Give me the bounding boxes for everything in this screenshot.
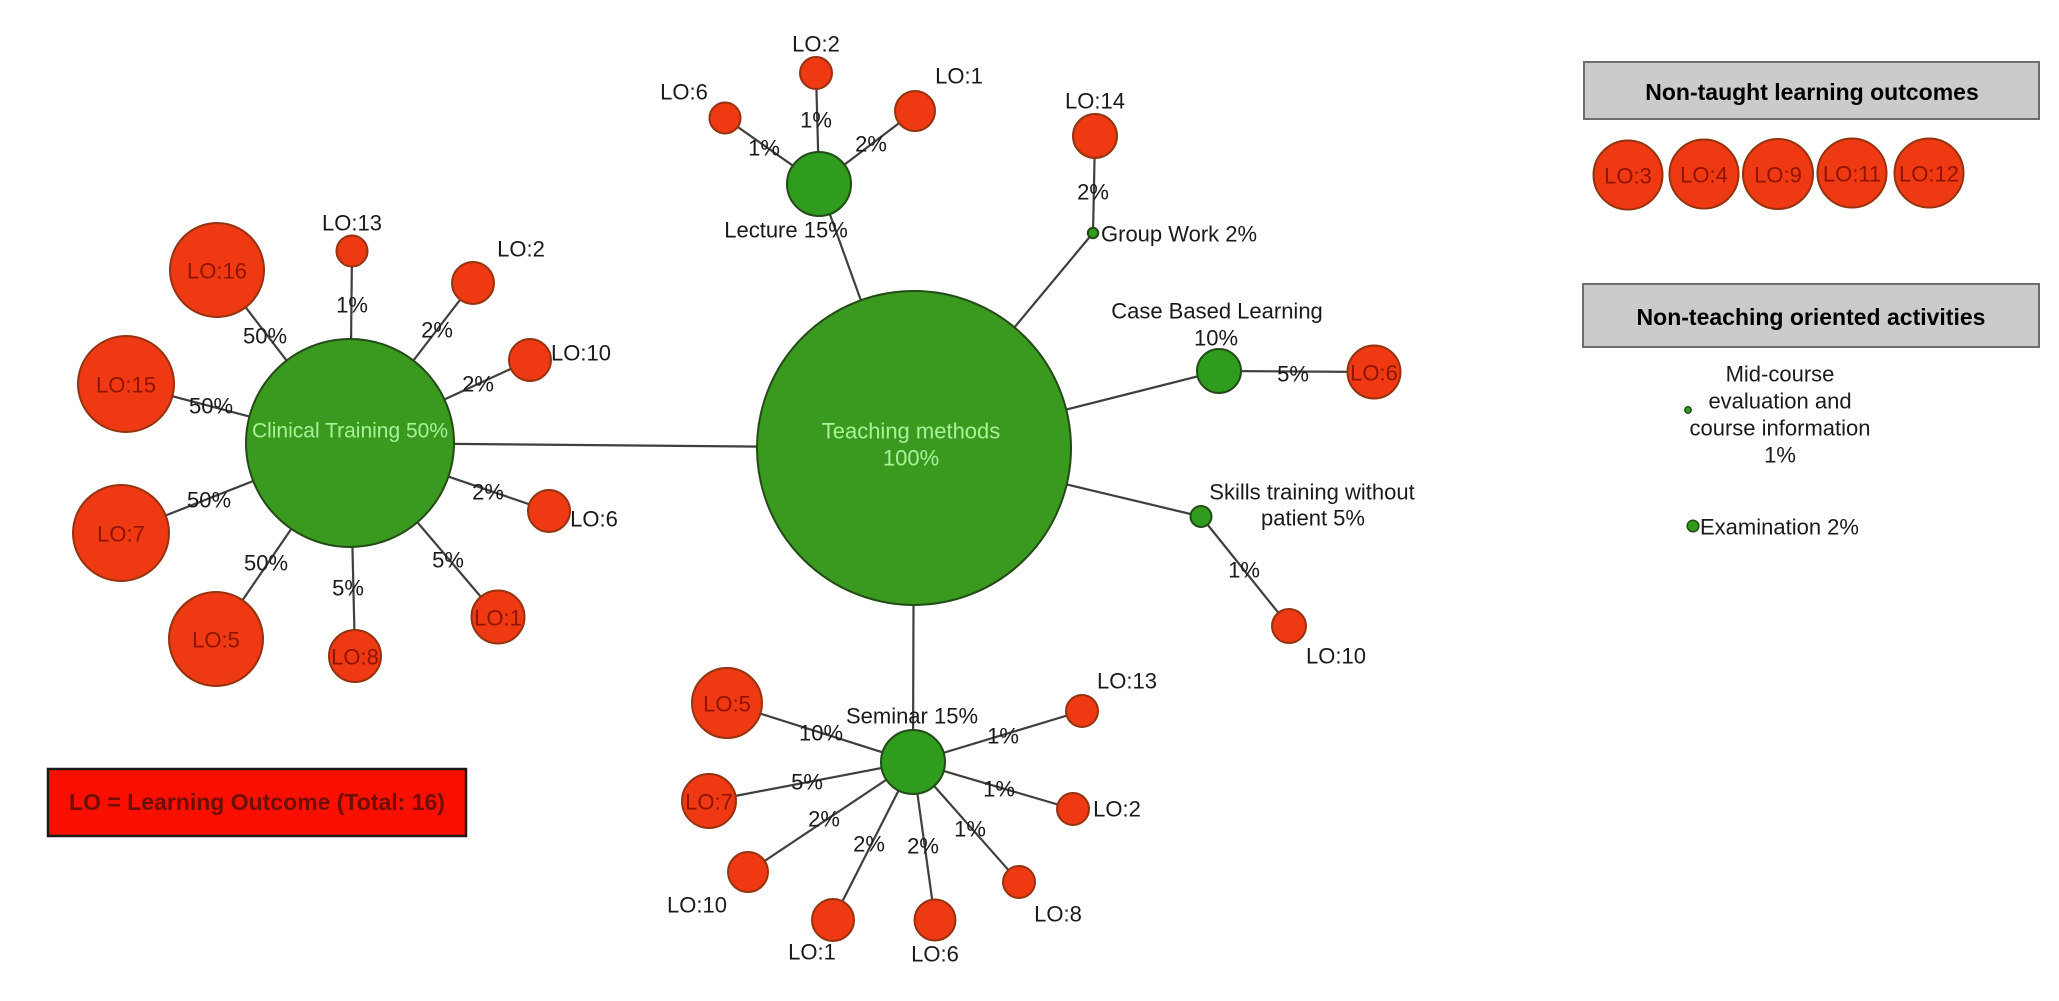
svg-text:2%: 2%: [808, 807, 840, 832]
svg-text:50%: 50%: [243, 324, 287, 349]
svg-text:2%: 2%: [462, 372, 494, 397]
svg-text:50%: 50%: [244, 551, 288, 576]
svg-text:LO:15: LO:15: [96, 373, 156, 398]
svg-text:LO:10: LO:10: [1306, 644, 1366, 669]
svg-text:5%: 5%: [332, 576, 364, 601]
svg-text:LO:16: LO:16: [187, 259, 247, 284]
svg-text:100%: 100%: [883, 446, 939, 471]
svg-text:LO:1: LO:1: [474, 606, 522, 631]
svg-text:LO:2: LO:2: [497, 237, 545, 262]
svg-text:patient 5%: patient 5%: [1261, 506, 1365, 531]
svg-text:1%: 1%: [748, 136, 780, 161]
svg-text:1%: 1%: [1228, 558, 1260, 583]
svg-text:5%: 5%: [432, 548, 464, 573]
svg-text:Non-taught learning outcomes: Non-taught learning outcomes: [1645, 79, 1979, 105]
svg-text:Seminar 15%: Seminar 15%: [846, 704, 978, 729]
svg-text:LO:6: LO:6: [911, 942, 959, 967]
svg-text:LO:10: LO:10: [551, 341, 611, 366]
svg-text:1%: 1%: [987, 724, 1019, 749]
svg-text:50%: 50%: [189, 394, 233, 419]
svg-text:5%: 5%: [791, 770, 823, 795]
svg-text:LO:3: LO:3: [1604, 164, 1652, 189]
svg-text:1%: 1%: [954, 817, 986, 842]
svg-text:LO:13: LO:13: [322, 211, 382, 236]
svg-text:Non-teaching oriented activiti: Non-teaching oriented activities: [1637, 304, 1986, 330]
svg-text:LO:8: LO:8: [1034, 902, 1082, 927]
svg-text:Clinical Training 50%: Clinical Training 50%: [252, 420, 448, 443]
svg-text:LO:1: LO:1: [788, 940, 836, 965]
svg-text:LO:1: LO:1: [935, 64, 983, 89]
svg-text:LO:6: LO:6: [570, 507, 618, 532]
svg-text:2%: 2%: [1077, 180, 1109, 205]
svg-text:course information: course information: [1690, 416, 1871, 441]
svg-text:LO:2: LO:2: [1093, 797, 1141, 822]
svg-text:LO:2: LO:2: [792, 32, 840, 57]
svg-text:2%: 2%: [855, 132, 887, 157]
svg-text:LO:5: LO:5: [703, 692, 751, 717]
svg-text:Skills training without: Skills training without: [1209, 480, 1414, 505]
svg-text:2%: 2%: [907, 834, 939, 859]
svg-text:evaluation and: evaluation and: [1708, 389, 1851, 414]
svg-text:2%: 2%: [421, 318, 453, 343]
svg-text:LO:6: LO:6: [1350, 361, 1398, 386]
svg-text:LO:10: LO:10: [667, 893, 727, 918]
svg-text:LO:14: LO:14: [1065, 89, 1125, 114]
svg-text:Lecture 15%: Lecture 15%: [724, 218, 848, 243]
svg-text:Case Based Learning: Case Based Learning: [1111, 299, 1323, 324]
svg-text:LO:12: LO:12: [1899, 162, 1959, 187]
svg-text:LO:6: LO:6: [660, 80, 708, 105]
svg-text:1%: 1%: [1764, 443, 1796, 468]
svg-text:LO:7: LO:7: [97, 522, 145, 547]
svg-text:LO:5: LO:5: [192, 628, 240, 653]
svg-text:1%: 1%: [800, 108, 832, 133]
svg-text:LO:8: LO:8: [331, 645, 379, 670]
svg-text:Mid-course: Mid-course: [1726, 362, 1835, 387]
svg-text:5%: 5%: [1277, 362, 1309, 387]
svg-text:LO:7: LO:7: [685, 790, 733, 815]
svg-text:10%: 10%: [1194, 326, 1238, 351]
svg-text:Examination 2%: Examination 2%: [1700, 515, 1859, 540]
svg-text:LO:13: LO:13: [1097, 669, 1157, 694]
svg-text:1%: 1%: [336, 293, 368, 318]
svg-text:LO:11: LO:11: [1823, 162, 1881, 187]
svg-text:10%: 10%: [799, 721, 843, 746]
svg-text:2%: 2%: [472, 480, 504, 505]
svg-text:Teaching methods: Teaching methods: [822, 419, 1001, 444]
svg-text:1%: 1%: [983, 777, 1015, 802]
svg-text:50%: 50%: [187, 488, 231, 513]
svg-text:Group Work 2%: Group Work 2%: [1101, 222, 1257, 247]
svg-text:LO:4: LO:4: [1680, 163, 1728, 188]
svg-text:LO = Learning Outcome (Total:: LO = Learning Outcome (Total: 16): [69, 789, 445, 815]
svg-text:LO:9: LO:9: [1754, 163, 1802, 188]
svg-text:2%: 2%: [853, 832, 885, 857]
